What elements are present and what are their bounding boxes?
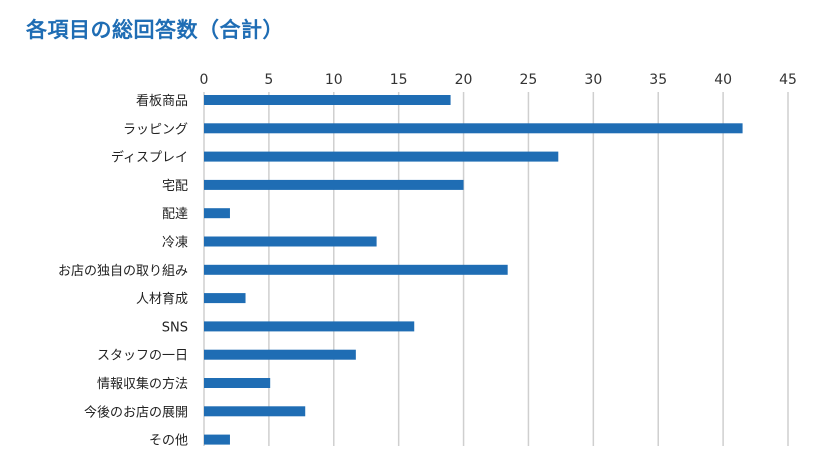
x-tick-label: 5	[264, 72, 273, 88]
category-label: ディスプレイ	[111, 150, 188, 166]
x-tick-label: 10	[325, 72, 343, 88]
category-label: 情報収集の方法	[97, 376, 188, 392]
bar	[204, 434, 230, 445]
bar	[204, 293, 246, 304]
category-label: 冷凍	[162, 235, 188, 251]
bar	[204, 236, 377, 247]
x-tick-label: 35	[649, 72, 667, 88]
bar	[204, 123, 743, 134]
chart-title: 各項目の総回答数（合計）	[26, 18, 284, 42]
x-tick-label: 25	[520, 72, 538, 88]
bars	[204, 95, 743, 445]
category-label: 配達	[162, 207, 188, 222]
category-label: 宅配	[162, 179, 188, 194]
x-tick-label: 40	[714, 72, 732, 88]
category-label: その他	[149, 434, 188, 449]
x-tick-label: 45	[779, 72, 797, 88]
x-tick-label: 30	[584, 72, 602, 88]
bar	[204, 179, 464, 190]
bar	[204, 349, 356, 360]
x-tick-label: 20	[455, 72, 473, 88]
x-tick-label: 0	[200, 72, 209, 88]
category-label: 今後のお店の展開	[84, 404, 188, 420]
bar	[204, 264, 508, 275]
bar	[204, 151, 559, 162]
category-label: SNS	[162, 320, 188, 335]
x-axis-ticks: 0 5 10 15 20 25 30 35 40 45	[200, 72, 797, 88]
bar	[204, 95, 451, 105]
bar	[204, 208, 230, 219]
category-label: お店の独自の取り組み	[58, 264, 188, 279]
x-tick-label: 15	[390, 72, 408, 88]
bar	[204, 321, 415, 332]
category-label: ラッピング	[123, 122, 188, 137]
category-label: スタッフの一日	[97, 349, 188, 364]
category-label: 人材育成	[136, 291, 188, 307]
category-label: 看板商品	[136, 93, 188, 109]
bar	[204, 378, 271, 388]
bar	[204, 406, 306, 417]
